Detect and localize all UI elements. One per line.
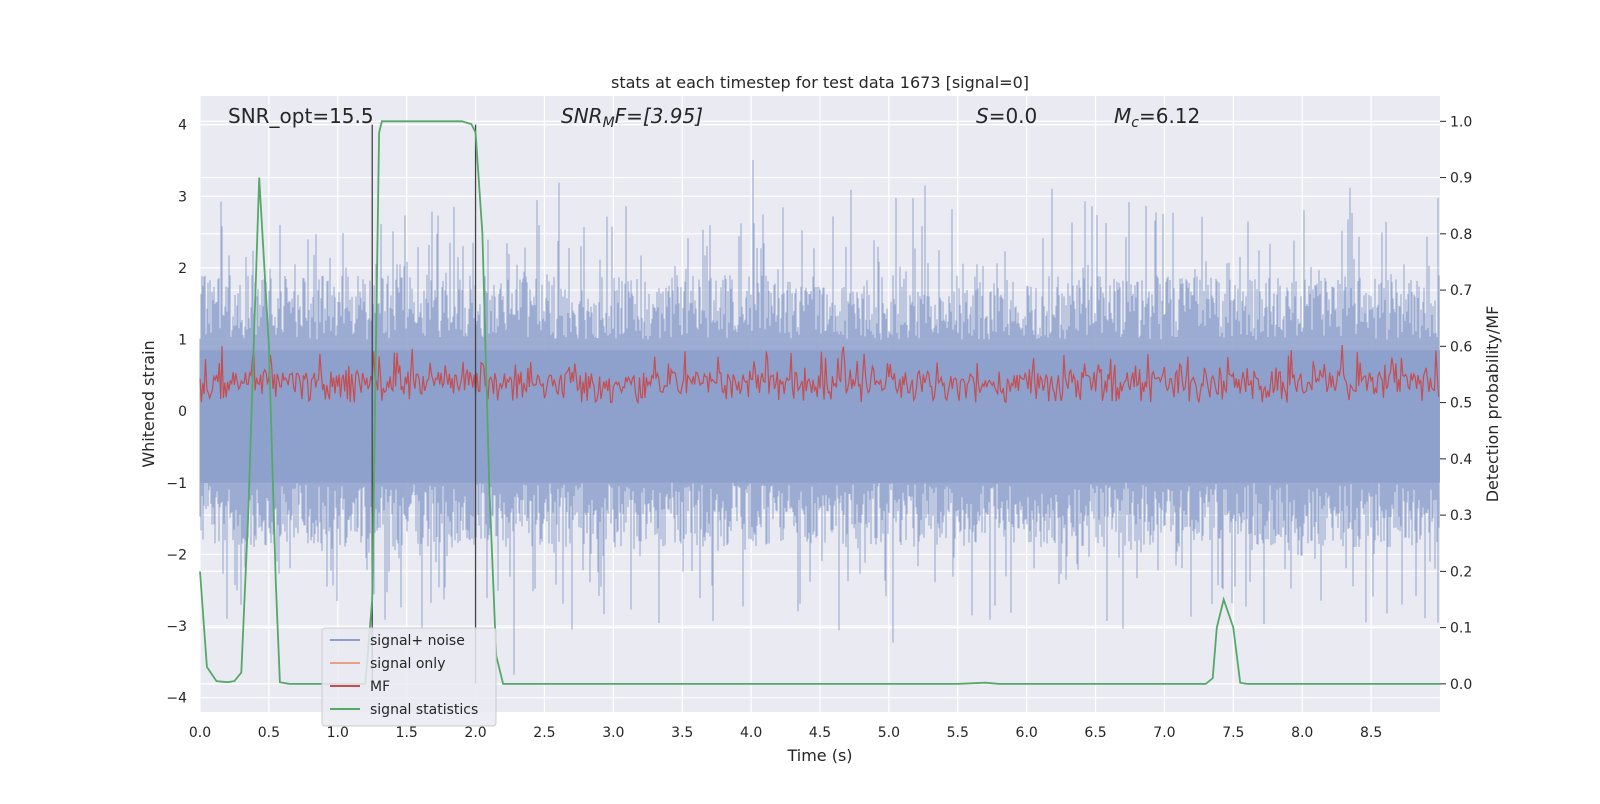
y-right-tick-label: 0.8 <box>1450 227 1472 243</box>
y-tick-label: −4 <box>166 691 187 707</box>
x-tick-label: 3.5 <box>671 725 693 741</box>
y-tick-label: 4 <box>178 118 187 134</box>
snr-mf-tail: F=[3.95] <box>615 104 703 128</box>
y-right-tick-label: 0.4 <box>1450 452 1472 468</box>
x-tick-label: 8.0 <box>1291 725 1313 741</box>
y-right-tick-label: 0.6 <box>1450 339 1472 355</box>
mc-annotation-val: =6.12 <box>1139 104 1200 128</box>
y-right-tick-label: 1.0 <box>1450 114 1472 130</box>
legend-label-signal-noise: signal+ noise <box>370 633 465 649</box>
x-axis-label: Time (s) <box>786 746 852 765</box>
y-tick-label: −2 <box>166 547 187 563</box>
y-right-tick-labels: 1.0 0.9 0.8 0.7 0.6 0.5 0.4 0.3 0.2 0.1 0.0 <box>1440 114 1472 693</box>
y-right-tick-label: 0.3 <box>1450 508 1472 524</box>
x-tick-label: 4.5 <box>809 725 831 741</box>
legend-label-signal-only: signal only <box>370 656 445 672</box>
x-tick-label: 2.0 <box>464 725 486 741</box>
y-tick-labels: 4 3 2 1 0 −1 −2 −3 −4 <box>166 118 187 707</box>
legend-box <box>321 627 497 727</box>
x-tick-label: 2.5 <box>533 725 555 741</box>
y-tick-label: 0 <box>178 404 187 420</box>
x-tick-label: 7.5 <box>1222 725 1244 741</box>
x-tick-label: 5.5 <box>947 725 969 741</box>
chart-title: stats at each timestep for test data 167… <box>611 73 1029 92</box>
signal-statistics-series <box>199 120 1440 685</box>
x-tick-label: 1.5 <box>396 725 418 741</box>
signal-statistics-line <box>199 120 1440 685</box>
s-annotation-val: =0.0 <box>989 104 1038 128</box>
y-right-tick-label: 0.7 <box>1450 283 1472 299</box>
y-axis-label: Whitened strain <box>139 340 158 467</box>
x-tick-label: 1.0 <box>327 725 349 741</box>
y-tick-label: 1 <box>178 333 187 349</box>
x-tick-label: 6.0 <box>1016 725 1038 741</box>
y-tick-label: −1 <box>166 476 187 492</box>
mf-line <box>199 344 1440 405</box>
snr-mf-main: SNR <box>561 104 603 128</box>
legend-label-signal-statistics: signal statistics <box>370 702 478 718</box>
snr-mf-annotation: SNRMF=[3.95] <box>561 104 703 131</box>
mc-annotation: Mc=6.12 <box>1114 104 1200 131</box>
x-tick-label: 4.0 <box>740 725 762 741</box>
x-tick-label: 7.0 <box>1153 725 1175 741</box>
snr-opt-annotation: SNR_opt=15.5 <box>228 104 374 128</box>
y-right-axis-label: Detection probability/MF <box>1483 306 1502 503</box>
legend-label-mf: MF <box>370 679 390 695</box>
y-tick-label: 3 <box>178 189 187 205</box>
y-right-tick-label: 0.0 <box>1450 677 1472 693</box>
x-tick-label: 0.5 <box>258 725 280 741</box>
x-tick-label: 3.0 <box>602 725 624 741</box>
mc-annotation-var: M <box>1114 104 1131 128</box>
x-tick-label: 5.0 <box>878 725 900 741</box>
mf-series <box>199 344 1440 405</box>
s-annotation-var: S <box>976 104 989 128</box>
y-right-tick-label: 0.9 <box>1450 171 1472 187</box>
x-tick-label: 8.5 <box>1360 725 1382 741</box>
legend: signal+ noise signal only MF signal stat… <box>321 627 497 727</box>
snr-mf-sub: M <box>603 115 615 131</box>
y-tick-label: −3 <box>166 619 187 635</box>
y-right-tick-label: 0.5 <box>1450 396 1472 412</box>
y-right-tick-label: 0.2 <box>1450 564 1472 580</box>
signal-noise-core <box>200 350 1440 483</box>
y-tick-label: 2 <box>178 261 187 277</box>
x-tick-label: 0.0 <box>189 725 211 741</box>
mc-annotation-sub: c <box>1131 115 1139 131</box>
x-tick-labels: 0.0 0.5 1.0 1.5 2.0 2.5 3.0 3.5 4.0 4.5 5.0 5.5 6.0 6… <box>189 725 1382 741</box>
y-right-tick-label: 0.1 <box>1450 621 1472 637</box>
s-annotation: S=0.0 <box>976 104 1037 128</box>
x-tick-label: 6.5 <box>1084 725 1106 741</box>
